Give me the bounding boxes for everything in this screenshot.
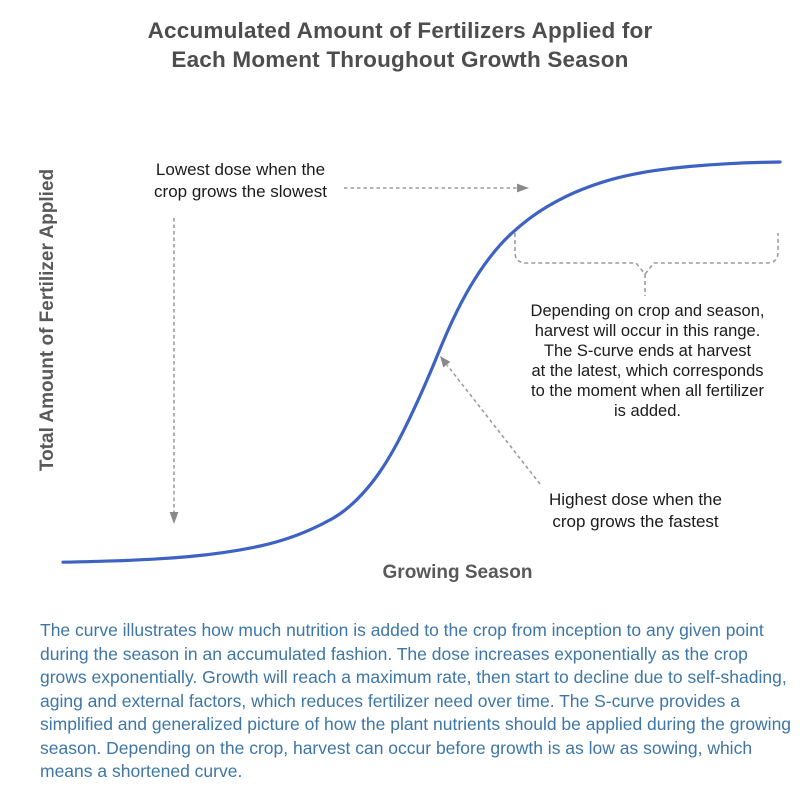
annotation-harvest-range: Depending on crop and season, harvest wi… xyxy=(530,302,765,420)
x-axis-label: Growing Season xyxy=(382,562,533,583)
annotation-highest-dose: Highest dose when the crop grows the fas… xyxy=(549,490,722,531)
harvest-range-brace xyxy=(514,233,779,296)
caption-paragraph: The curve illustrates how much nutrition… xyxy=(40,620,792,781)
fertilizer-s-curve-line xyxy=(61,160,782,564)
page-title: Accumulated Amount of Fertilizers Applie… xyxy=(147,18,653,72)
arrow-highest-dose-to-curve-steep xyxy=(440,356,541,485)
arrow-lowest-dose-to-curve-start xyxy=(169,218,179,524)
arrow-lowest-dose-to-curve-top xyxy=(344,183,529,193)
annotation-lowest-dose: Lowest dose when the crop grows the slow… xyxy=(154,160,327,201)
s-curve-chart-canvas xyxy=(61,160,782,564)
y-axis-label: Total Amount of Fertilizer Applied xyxy=(37,168,58,472)
